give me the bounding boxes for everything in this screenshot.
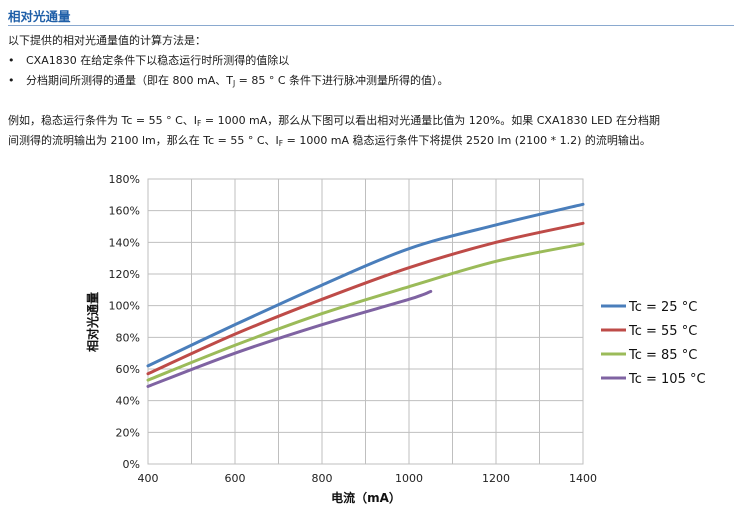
x-tick-label: 800	[312, 472, 333, 485]
series-line-0	[146, 202, 585, 368]
bullet-text-2-tail: = 85 ° C 条件下进行脉冲测量所得的值）。	[235, 74, 449, 87]
example-line-2-a: 间测得的流明输出为 2100 lm，那么在 Tc = 55 ° C、I	[8, 134, 279, 147]
chart-grid	[147, 178, 584, 465]
bullet-dot-icon: •	[8, 54, 15, 67]
example-line-1: 例如，稳态运行条件为 Tc = 55 ° C、IF = 1000 mA，那么从下…	[8, 113, 660, 132]
intro-text: 以下提供的相对光通量值的计算方法是：	[8, 34, 206, 47]
y-tick-label: 40%	[116, 395, 140, 408]
series-line-1	[146, 221, 585, 376]
example-line-1-subscript: F	[197, 119, 202, 128]
legend-label-1: Tc = 55 °C	[628, 324, 697, 339]
y-tick-label: 120%	[109, 268, 140, 281]
series-line-2	[146, 242, 585, 382]
legend-label-2: Tc = 85 °C	[628, 348, 697, 363]
example-line-2-subscript: F	[278, 139, 284, 148]
chart-series	[146, 202, 585, 388]
example-line-2-b: = 1000 mA 稳态运行条件下将提供 2520 lm (2100 * 1.2…	[283, 134, 651, 147]
y-axis-label: 相对光通量	[85, 292, 100, 352]
y-tick-label: 0%	[123, 458, 140, 471]
section-heading: 相对光通量	[8, 9, 71, 24]
x-tick-label: 1000	[395, 472, 423, 485]
chart-legend: Tc = 25 °C Tc = 55 °C Tc = 85 °C Tc = 105 °…	[601, 300, 706, 387]
y-tick-label: 80%	[116, 331, 140, 344]
x-tick-label: 1400	[569, 472, 597, 485]
legend-label-3: Tc = 105 °C	[628, 372, 706, 387]
y-tick-label: 60%	[116, 363, 140, 376]
bullet-text-2: 分档期间所测得的通量（即在 800 mA、T	[26, 74, 233, 87]
x-tick-label: 400	[138, 472, 159, 485]
x-tick-label: 1200	[482, 472, 510, 485]
heading-divider	[8, 25, 734, 26]
bullet-text-1: CXA1830 在给定条件下以稳态运行时所测得的值除以	[26, 54, 290, 67]
y-tick-label: 180%	[109, 173, 140, 186]
bullet-dot-icon: •	[8, 74, 15, 87]
bullet-item-1: • CXA1830 在给定条件下以稳态运行时所测得的值除以	[8, 53, 289, 69]
y-tick-label: 20%	[116, 426, 140, 439]
example-line-1-b: = 1000 mA，那么从下图可以看出相对光通量比值为 120%。如果 CXA1…	[201, 114, 661, 127]
x-tick-label: 600	[225, 472, 246, 485]
chart-axes: 0% 20% 40% 60% 80% 100% 120% 140% 160% 180% 400 600…	[109, 173, 597, 485]
legend-label-0: Tc = 25 °C	[628, 300, 697, 315]
bullet-item-2: • 分档期间所测得的通量（即在 800 mA、TJ = 85 ° C 条件下进行脉…	[8, 73, 449, 92]
relative-flux-chart: 0% 20% 40% 60% 80% 100% 120% 140% 160% 180% 400 600…	[85, 173, 706, 505]
bullet-subscript: J	[232, 79, 236, 88]
x-axis-label: 电流（mA）	[331, 490, 401, 505]
series-line-3	[146, 289, 433, 388]
y-tick-label: 160%	[109, 205, 140, 218]
y-tick-label: 100%	[109, 300, 140, 313]
example-line-2: 间测得的流明输出为 2100 lm，那么在 Tc = 55 ° C、IF = 1…	[8, 133, 651, 152]
y-tick-label: 140%	[109, 236, 140, 249]
example-line-1-a: 例如，稳态运行条件为 Tc = 55 ° C、I	[8, 114, 198, 127]
